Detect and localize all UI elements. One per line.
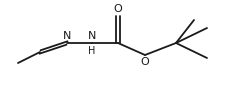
- Text: H: H: [88, 46, 96, 56]
- Text: N: N: [63, 31, 71, 41]
- Text: O: O: [114, 4, 122, 14]
- Text: O: O: [140, 57, 149, 67]
- Text: N: N: [88, 31, 96, 41]
